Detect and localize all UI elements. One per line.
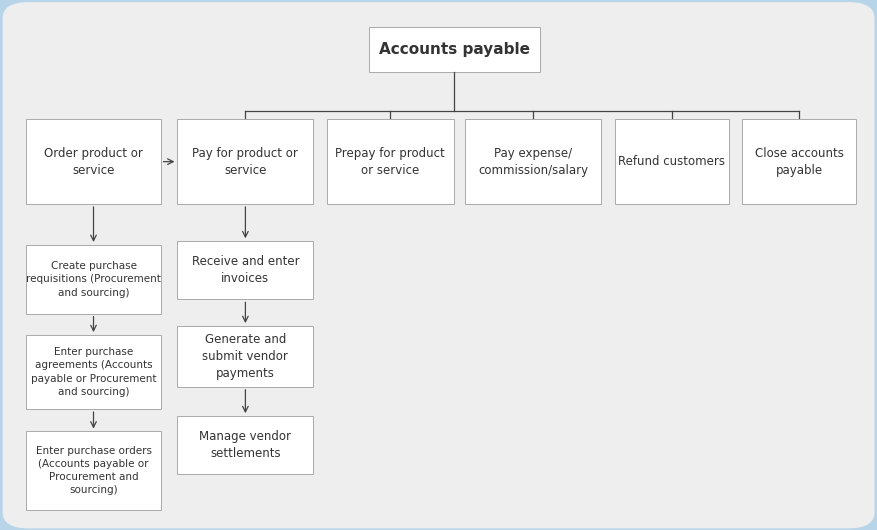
- Text: Generate and
submit vendor
payments: Generate and submit vendor payments: [203, 333, 288, 380]
- Text: Receive and enter
invoices: Receive and enter invoices: [191, 255, 299, 285]
- Text: Prepay for product
or service: Prepay for product or service: [335, 147, 445, 176]
- Text: Close accounts
payable: Close accounts payable: [753, 147, 843, 176]
- FancyBboxPatch shape: [326, 119, 453, 204]
- FancyBboxPatch shape: [26, 119, 160, 204]
- FancyBboxPatch shape: [177, 119, 313, 204]
- Text: Accounts payable: Accounts payable: [379, 41, 529, 57]
- FancyBboxPatch shape: [465, 119, 601, 204]
- Text: Pay for product or
service: Pay for product or service: [192, 147, 298, 176]
- Text: Pay expense/
commission/salary: Pay expense/ commission/salary: [478, 147, 588, 176]
- Text: Order product or
service: Order product or service: [44, 147, 143, 176]
- FancyBboxPatch shape: [3, 2, 873, 528]
- Text: Create purchase
requisitions (Procurement
and sourcing): Create purchase requisitions (Procuremen…: [26, 261, 160, 297]
- FancyBboxPatch shape: [26, 335, 160, 409]
- FancyBboxPatch shape: [614, 119, 728, 204]
- FancyBboxPatch shape: [741, 119, 855, 204]
- FancyBboxPatch shape: [177, 326, 313, 387]
- Text: Enter purchase orders
(Accounts payable or
Procurement and
sourcing): Enter purchase orders (Accounts payable …: [35, 446, 152, 496]
- FancyBboxPatch shape: [368, 26, 539, 72]
- Text: Manage vendor
settlements: Manage vendor settlements: [199, 430, 291, 460]
- FancyBboxPatch shape: [26, 245, 160, 314]
- Text: Refund customers: Refund customers: [617, 155, 724, 168]
- FancyBboxPatch shape: [177, 416, 313, 474]
- FancyBboxPatch shape: [177, 241, 313, 299]
- Text: Enter purchase
agreements (Accounts
payable or Procurement
and sourcing): Enter purchase agreements (Accounts paya…: [31, 347, 156, 397]
- FancyBboxPatch shape: [26, 431, 160, 510]
